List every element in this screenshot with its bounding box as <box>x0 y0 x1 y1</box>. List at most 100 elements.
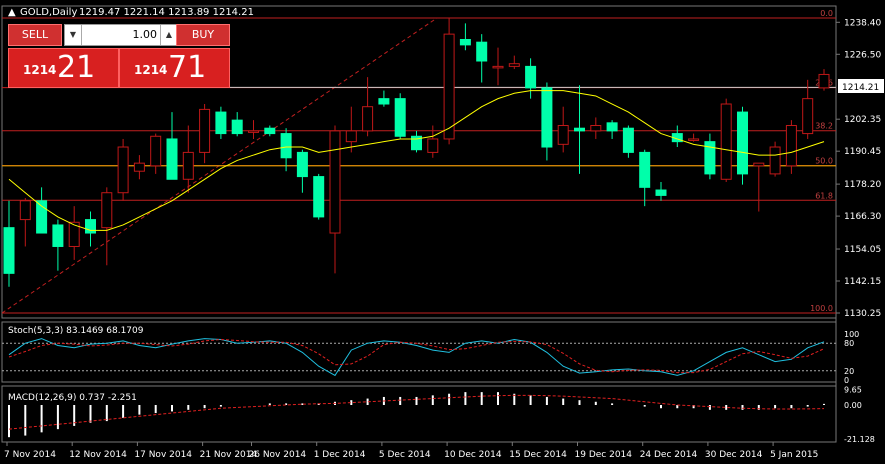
time-axis-labels: 7 Nov 2014 12 Nov 2014 17 Nov 2014 21 Nov 2… <box>4 442 818 460</box>
candle-body <box>215 111 227 135</box>
price-tick-label: 1238.40 <box>844 18 881 28</box>
time-tick-label: 5 Jan 2015 <box>770 450 818 460</box>
time-tick-label: 17 Nov 2014 <box>134 450 192 460</box>
candle-body <box>818 73 830 89</box>
candle-body <box>68 221 80 247</box>
candle-body <box>427 138 439 153</box>
fibo-level-label: 100.0 <box>810 304 833 313</box>
buy-price-small: 1214 <box>134 63 168 77</box>
macd-axis-label: 9.65 <box>844 385 862 394</box>
price-tick-label: 1202.35 <box>844 115 881 125</box>
moving-average-line <box>8 90 825 231</box>
candle-body <box>769 146 781 175</box>
symbol-triangle-icon: ▲ <box>8 7 16 18</box>
macd-signal-line <box>8 394 825 430</box>
price-axis-labels: 1238.40 1226.50 1202.35 1190.45 1178.20 1166.… <box>836 18 881 319</box>
stoch-axis-label: 20 <box>844 367 854 376</box>
candle-body <box>557 125 569 145</box>
candle-body <box>19 200 31 221</box>
candle-body <box>362 106 374 132</box>
candle-body <box>476 41 488 62</box>
fibo-level-label: 0.0 <box>820 9 833 18</box>
one-click-trading-panel: SELL ▼ 1.00 ▲ BUY 1214 21 1214 71 <box>8 22 230 88</box>
candle-body <box>688 138 700 141</box>
price-tick-label: 1154.05 <box>844 245 881 255</box>
candle-body <box>785 125 797 167</box>
candle-body <box>378 98 390 105</box>
candle-body <box>166 138 178 180</box>
fibo-level-label: 61.8 <box>815 191 833 200</box>
candle-body <box>296 151 308 178</box>
candle-body <box>231 119 243 135</box>
current-price-label: 1214.21 <box>842 83 879 93</box>
ohlc-values: 1219.47 1221.14 1213.89 1214.21 <box>79 7 254 18</box>
symbol-info: GOLD,Daily <box>20 7 77 18</box>
candle-body <box>622 127 634 153</box>
candle-body <box>280 133 292 159</box>
time-tick-label: 30 Dec 2014 <box>705 450 763 460</box>
sell-price-box[interactable]: 1214 21 <box>8 48 119 88</box>
price-tick-label: 1166.30 <box>844 212 881 222</box>
candle-body <box>329 130 341 234</box>
time-tick-label: 1 Dec 2014 <box>314 450 366 460</box>
price-tick-label: 1142.15 <box>844 277 881 287</box>
candle-body <box>264 127 276 135</box>
time-tick-label: 24 Dec 2014 <box>640 450 698 460</box>
lot-value[interactable]: 1.00 <box>132 28 158 41</box>
fibo-level-label: 38.2 <box>815 122 833 131</box>
lot-decrease-icon[interactable]: ▼ <box>65 25 82 45</box>
candle-body <box>737 111 748 175</box>
lot-increase-icon[interactable]: ▲ <box>160 25 177 45</box>
stoch-k-line <box>8 338 825 377</box>
candle-body <box>802 98 814 135</box>
stoch-axis-label: 100 <box>844 330 859 339</box>
buy-price-big: 71 <box>168 50 207 85</box>
macd-axis-label: -21.128 <box>844 435 875 444</box>
candle-body <box>133 162 145 172</box>
time-tick-label: 19 Dec 2014 <box>575 450 633 460</box>
candle-body <box>574 127 585 132</box>
candle-body <box>248 130 259 133</box>
price-tick-label: 1178.20 <box>844 180 881 190</box>
candle-body <box>52 224 64 247</box>
current-price-marker <box>838 79 884 93</box>
time-tick-label: 7 Nov 2014 <box>4 450 56 460</box>
candle-body <box>720 103 732 180</box>
candle-body <box>411 135 422 151</box>
candle-body <box>199 108 211 153</box>
time-tick-label: 21 Nov 2014 <box>200 450 258 460</box>
candle-body <box>150 135 162 167</box>
candle-body <box>590 125 602 132</box>
candle-body <box>606 122 618 132</box>
sell-price-big: 21 <box>57 50 96 85</box>
candle-body <box>85 219 96 234</box>
time-tick-label: 5 Dec 2014 <box>379 450 431 460</box>
price-tick-label: 1130.25 <box>844 309 881 319</box>
sell-button[interactable]: SELL <box>8 24 62 46</box>
time-tick-label: 15 Dec 2014 <box>509 450 567 460</box>
candle-body <box>3 227 15 274</box>
candle-body <box>525 65 537 89</box>
stoch-label: Stoch(5,3,3) 83.1469 68.1709 <box>8 326 144 336</box>
sell-price-small: 1214 <box>23 63 57 77</box>
candle-body <box>541 87 553 148</box>
lot-size-input[interactable]: ▼ 1.00 ▲ <box>64 24 178 46</box>
buy-price-box[interactable]: 1214 71 <box>119 48 230 88</box>
buy-button[interactable]: BUY <box>176 24 230 46</box>
candle-body <box>36 200 48 234</box>
candle-body <box>753 162 765 167</box>
candle-body <box>492 65 504 69</box>
candle-body <box>313 176 325 218</box>
stoch-axis-label: 0 <box>844 376 849 385</box>
candle-body <box>508 63 520 67</box>
time-tick-label: 12 Nov 2014 <box>69 450 127 460</box>
macd-bars: 9.65 0.00 -21.128 <box>8 385 875 444</box>
macd-axis-label: 0.00 <box>844 401 862 410</box>
candle-body <box>639 151 651 188</box>
candle-body <box>117 146 129 194</box>
stoch-d-line <box>8 339 825 374</box>
price-tick-label: 1190.45 <box>844 147 881 157</box>
